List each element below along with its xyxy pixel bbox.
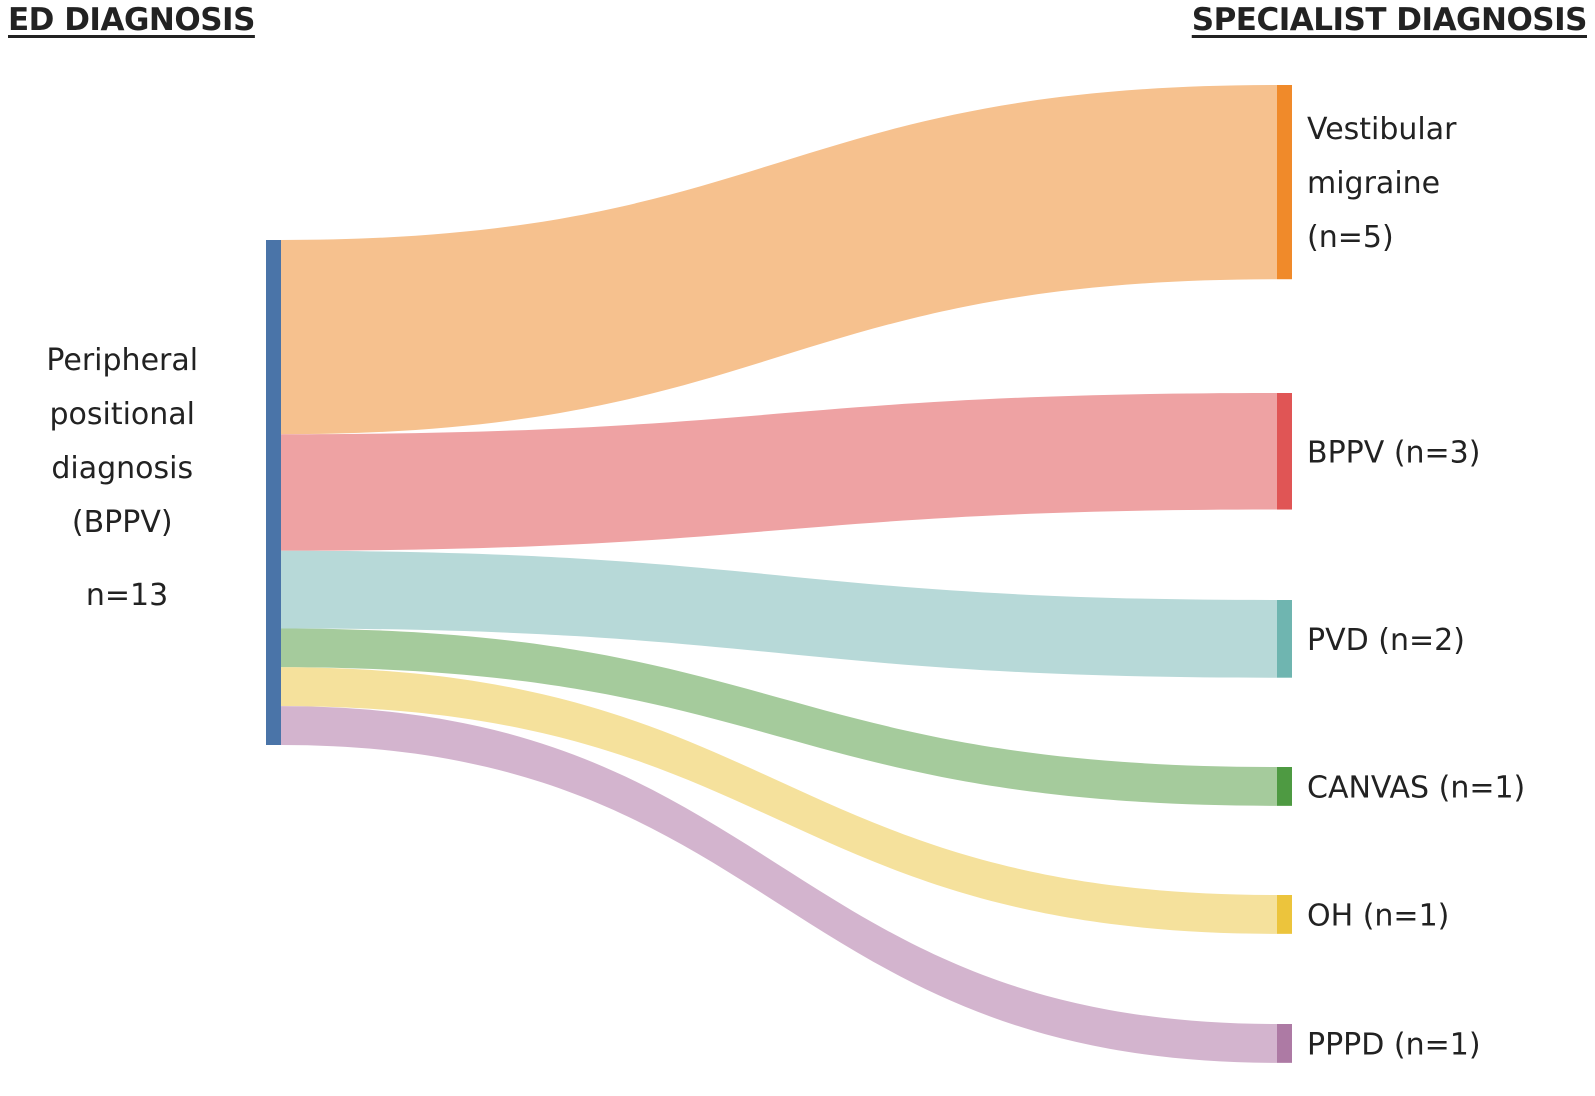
target-label-line: migraine <box>1307 166 1440 201</box>
source-count-label: n=13 <box>86 578 168 613</box>
target-label-layer: Vestibular migraine (n=5) BPPV (n=3) PVD (n=… <box>1307 112 1525 1062</box>
target-label-line: CANVAS (n=1) <box>1307 770 1525 805</box>
target-label: CANVAS (n=1) <box>1307 770 1525 805</box>
target-label-line: OH (n=1) <box>1307 898 1449 933</box>
flow-band <box>281 85 1277 435</box>
source-label-line: Peripheral <box>46 343 198 378</box>
target-node <box>1277 1024 1292 1063</box>
flow-layer <box>281 85 1277 1063</box>
flow-band <box>281 706 1277 1063</box>
target-label: PVD (n=2) <box>1307 623 1465 658</box>
target-node <box>1277 600 1292 678</box>
target-label-line: PPPD (n=1) <box>1307 1027 1481 1062</box>
source-label: Peripheral positional diagnosis (BPPV) n… <box>46 343 207 613</box>
ed-diagnosis-heading: ED DIAGNOSIS <box>8 2 255 38</box>
target-label: OH (n=1) <box>1307 898 1449 933</box>
flow-band <box>281 667 1277 934</box>
target-node <box>1277 85 1292 280</box>
source-label-line: positional <box>49 397 195 432</box>
target-label-line: Vestibular <box>1307 112 1457 147</box>
flow-band <box>281 628 1277 806</box>
source-label-line: (BPPV) <box>72 505 173 540</box>
specialist-diagnosis-heading: SPECIALIST DIAGNOSIS <box>1191 2 1588 38</box>
target-label: PPPD (n=1) <box>1307 1027 1481 1062</box>
target-node <box>1277 895 1292 934</box>
target-label-line: (n=5) <box>1307 220 1394 255</box>
source-node <box>266 240 281 745</box>
target-label: Vestibular migraine (n=5) <box>1307 112 1457 255</box>
flow-band <box>281 393 1277 551</box>
target-node <box>1277 767 1292 806</box>
target-label: BPPV (n=3) <box>1307 435 1480 470</box>
target-label-line: PVD (n=2) <box>1307 623 1465 658</box>
target-node-layer <box>1277 85 1292 1063</box>
source-label-line: diagnosis <box>51 451 193 486</box>
flow-band <box>281 550 1277 678</box>
target-label-line: BPPV (n=3) <box>1307 435 1480 470</box>
target-node <box>1277 393 1292 510</box>
